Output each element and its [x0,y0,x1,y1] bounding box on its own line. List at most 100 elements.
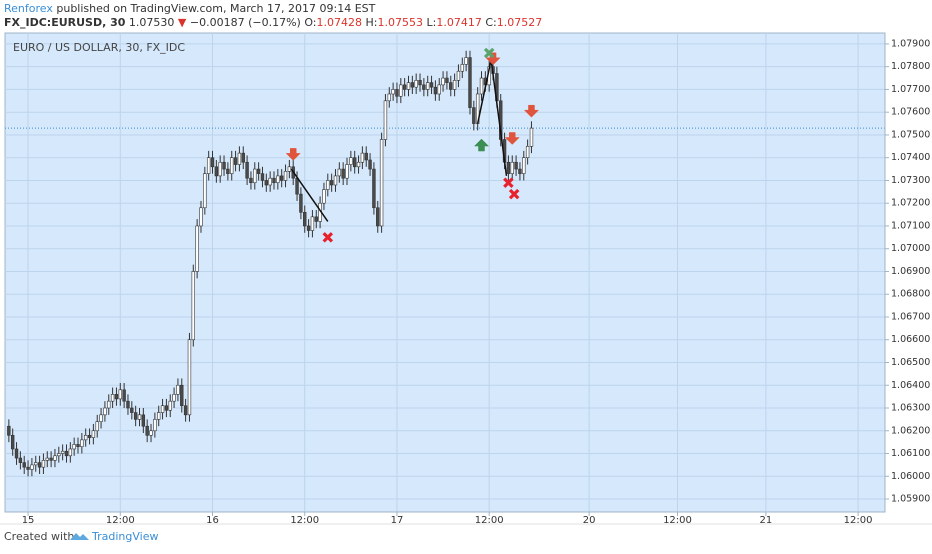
candle-body [418,80,422,86]
candle-body [337,168,342,177]
footer-created: Created with [4,530,74,543]
candle-body [322,189,326,204]
candle-body [172,394,176,402]
candle-body [180,384,184,407]
candle-body [160,405,165,413]
candle-body [49,457,53,461]
y-tick-label: 1.06900 [891,266,930,277]
candle-body [22,462,26,468]
candle-body [107,400,111,409]
candle-body [237,152,242,165]
h-label: H: [366,16,378,29]
candle-body [103,407,107,416]
candle-body [387,93,391,102]
candle-body [333,175,338,186]
candle-body [303,212,307,227]
candle-body [406,82,411,90]
candle-body [218,161,222,177]
candle-body [241,152,245,163]
candle-body [391,89,395,95]
candle-body [137,414,142,420]
candle-body [329,180,334,186]
signal-sell [523,104,540,118]
x-tick-label: 15 [22,515,35,526]
candle-body [445,77,449,83]
candle-body [433,86,438,95]
candle-body [191,271,195,341]
grid [5,33,885,512]
candle-body [287,166,292,172]
y-tick-label: 1.07300 [891,175,930,186]
l-label: L: [427,16,437,29]
h-value: 1.07553 [378,16,424,29]
signal-buy [473,138,490,152]
candle-body [53,455,57,461]
candle-body [10,435,15,450]
candle-body [295,177,299,195]
candle-body [80,439,84,447]
candle-body [429,82,434,88]
y-tick-label: 1.07900 [891,38,930,49]
candle-body [349,157,353,165]
y-tick-label: 1.07600 [891,107,930,118]
o-label: O: [304,16,316,29]
candle-body [114,394,119,400]
header-line1: Renforex published on TradingView.com, M… [4,2,376,15]
candle-body [253,168,257,184]
signal-exit [503,177,514,189]
candle-body [126,400,130,409]
y-tick-label: 1.07000 [891,243,930,254]
candle-body [472,107,476,124]
candle-body [379,139,384,227]
candle-body [410,82,415,88]
candle-body [57,453,61,457]
y-tick-label: 1.07500 [891,129,930,140]
candle-body [310,216,315,231]
signal-sell [485,52,501,66]
symbol: FX_IDC:EURUSD, 30 [4,16,126,29]
candle-body [164,405,169,411]
candle-body [110,394,115,402]
x-tick-label: 12:00 [290,515,319,526]
x-tick-label: 12:00 [663,515,692,526]
candle-body [518,168,522,174]
candle-body [272,177,276,184]
candle-body [422,84,426,90]
marks [5,47,885,477]
candle-body [529,127,534,147]
candle-body [149,430,153,436]
candle-body [206,157,211,174]
candle-body [395,89,399,97]
candle-body [183,405,188,416]
candle-body [64,450,69,457]
x-tick-label: 17 [391,515,404,526]
o-value: 1.07428 [317,16,363,29]
candle-body [260,173,265,181]
candle-body [187,339,192,416]
candle-body [130,407,134,413]
candle-body [214,166,219,177]
last: 1.07530 [129,16,175,29]
candle-body [41,460,46,468]
y-tick-label: 1.06200 [891,425,930,436]
candle-body [452,80,457,90]
candle-body [449,82,453,90]
candle-body [506,161,511,174]
author[interactable]: Renforex [4,2,53,15]
c-value: 1.07527 [497,16,543,29]
candle-body [141,414,146,427]
candle-body [133,412,138,420]
y-tick-label: 1.06100 [891,448,930,459]
candle-body [479,77,484,95]
candle-body [72,444,76,450]
candle-body [326,180,330,190]
candle-body [99,414,103,422]
candle-body [402,84,407,90]
y-tick-label: 1.07800 [891,61,930,72]
candle-body [364,152,368,161]
signal-sell [285,148,301,161]
footer-brand[interactable]: TradingView [91,530,158,543]
trend-line [290,168,329,222]
